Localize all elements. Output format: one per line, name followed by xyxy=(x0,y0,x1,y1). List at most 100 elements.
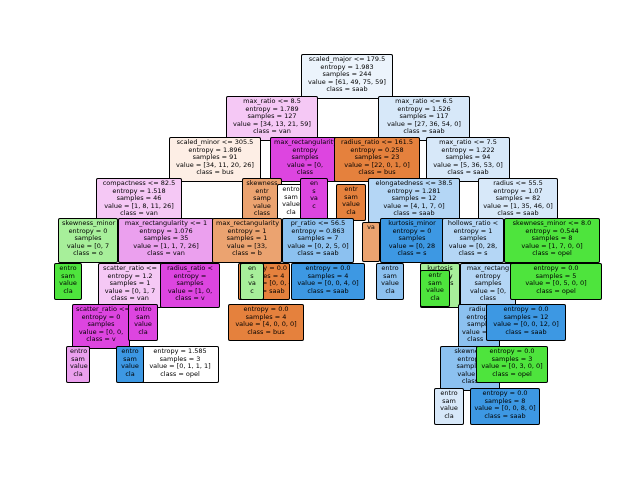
node-text-line: entro xyxy=(381,264,399,272)
node-text-line: samples xyxy=(398,234,426,243)
tree-node: max_ratio <= 8.5 entropy = 1.789 samples =… xyxy=(226,96,318,141)
tree-node: entropy = 1.585 samples = 3 value = [0, 1,… xyxy=(141,346,219,383)
node-text-line: value = [4, 0, 0, 0] xyxy=(235,320,297,329)
node-text-line: class = van xyxy=(147,249,185,258)
node-text-line: radius <= 55.5 xyxy=(493,179,543,187)
tree-node: entro sam value cla xyxy=(66,346,90,383)
tree-node: entr sam value cla xyxy=(336,184,366,221)
node-text-line: class = saab xyxy=(447,168,489,177)
node-text-line: entropy = 0.863 xyxy=(291,226,345,235)
node-text-line: entropy = 1.585 xyxy=(153,347,207,355)
node-text-line: value = [0, 1, 7 xyxy=(104,286,156,295)
tree-node: entropy = 0.0 samples = 4 value = [4, 0, 0… xyxy=(228,304,304,341)
tree-node: va xyxy=(362,222,380,262)
node-text-line: cla xyxy=(138,327,148,336)
node-text-line: sam xyxy=(61,271,75,280)
node-text-line: samples = 244 xyxy=(322,70,372,79)
node-text-line: value = [27, 36, 54, 0] xyxy=(387,119,461,128)
node-text-line: value = [1, 7, 0, 0] xyxy=(521,241,583,250)
node-text-line: class = saab xyxy=(484,411,526,420)
node-text-line: entropy = 1.222 xyxy=(441,145,495,154)
node-text-line: value xyxy=(59,279,77,288)
node-text-line: class = bus xyxy=(358,168,396,177)
node-text-line: class = xyxy=(467,335,491,344)
node-text-line: entropy = 1.07 xyxy=(493,186,543,195)
node-text-line: class = v xyxy=(175,294,205,303)
node-text-line: max_ratio <= 6.5 xyxy=(395,97,453,105)
node-text-line: entropy = 0.0 xyxy=(533,264,579,272)
node-text-line: max_rectang xyxy=(466,264,510,272)
node-text-line: entro xyxy=(121,347,139,355)
node-text-line: value = [0, xyxy=(286,160,324,169)
node-text-line: entr xyxy=(344,185,358,193)
node-text-line: samples = 3 xyxy=(159,354,201,363)
node-text-line: value = [0, xyxy=(462,327,499,336)
node-text-line: entropy = 0.0 xyxy=(489,347,535,355)
node-text-line: value = [0, 0, 4, 0] xyxy=(242,279,289,288)
node-text-line: value = [0, 0, 12, 0] xyxy=(493,320,559,329)
node-text-line: sam xyxy=(284,192,298,201)
node-text-line: value = [34, 13, 21, 59] xyxy=(233,119,311,128)
tree-node: en s va c xyxy=(240,263,264,300)
node-text-line: skewness_minor <= 8.0 xyxy=(512,219,592,227)
tree-node: radius_ratio < entropy = samples value = [1… xyxy=(160,263,220,308)
node-text-line: entropy xyxy=(475,271,501,280)
tree-node: skewness_minor entropy = 0 samples value = … xyxy=(58,218,118,263)
node-text-line: value = [61, 49, 75, 59] xyxy=(308,77,386,86)
node-text-line: entropy = 1.896 xyxy=(188,145,242,154)
node-text-line: cla xyxy=(286,207,296,216)
tree-node: entropy = 0.0 samples = 5 value = [0, 5, 0… xyxy=(510,263,602,300)
node-text-line: class = saab xyxy=(307,286,349,295)
node-text-line: value = [0, 28 xyxy=(388,241,436,250)
node-text-line: entropy = 1.2 xyxy=(107,271,153,280)
node-text-line: elongatedness <= 38.5 xyxy=(375,179,453,187)
node-text-line: kurtosis xyxy=(427,264,453,272)
node-text-line: max_rectangularity <= 1 xyxy=(124,219,208,227)
node-text-line: entropy = 0.0 xyxy=(482,389,528,397)
node-text-line: value = [4, 1, 7, 0] xyxy=(383,201,445,210)
node-text-line: value = [0, xyxy=(469,286,507,295)
node-text-line: class = opel xyxy=(160,369,200,378)
node-text-line: value xyxy=(253,201,271,210)
node-text-line: samples = 23 xyxy=(354,153,400,162)
node-text-line: cla xyxy=(63,286,73,295)
tree-node: scatter_ratio <= entropy = 1.2 samples = 1… xyxy=(98,263,162,308)
node-text-line: class = opel xyxy=(532,249,572,258)
node-text-line: class = saab xyxy=(326,85,368,94)
tree-node: entro sam value cla xyxy=(116,346,144,383)
node-text-line: value = [0, 0, xyxy=(78,327,124,336)
node-text-line: samples = 3 xyxy=(491,354,533,363)
node-text-line: value = [0, 7 xyxy=(66,241,110,250)
node-text-line: value = [1, 0, xyxy=(167,286,213,295)
node-text-line: samp xyxy=(253,194,271,203)
node-text-line: radius xyxy=(468,305,490,313)
node-text-line: radius_ratio <= 161.5 xyxy=(341,138,413,146)
node-text-line: scatter_ratio <= xyxy=(76,305,130,313)
node-text-line: entropy = 0 xyxy=(392,226,432,235)
node-text-line: scaled_minor <= 305.5 xyxy=(176,138,254,146)
node-text-line: class = b xyxy=(232,249,262,258)
tree-node: scatter_ratio <= entropy = 0 samples value … xyxy=(72,304,130,349)
node-text-line: entropy = 1.983 xyxy=(320,62,374,71)
node-text-line: value = xyxy=(457,369,483,378)
node-text-line: max_ratio <= 7.5 xyxy=(439,138,497,146)
node-text-line: class xyxy=(253,209,271,218)
node-text-line: value = [1, 8, 11, 26] xyxy=(104,201,174,210)
node-text-line: max_rectangularity xyxy=(274,138,338,146)
node-text-line: scaled_major <= 179.5 xyxy=(308,55,386,63)
tree-node: scaled_major <= 179.5 entropy = 1.983 samp… xyxy=(301,54,393,99)
tree-node: max_rectangularity <= 1 entropy = 1.076 sa… xyxy=(118,218,214,263)
node-text-line: entropy xyxy=(457,354,483,363)
node-text-line: class xyxy=(461,377,479,386)
tree-node: max_ratio <= 7.5 entropy = 1.222 samples =… xyxy=(426,137,510,182)
node-text-line: value xyxy=(70,362,88,371)
node-text-line: value = [0, 2, 5, 0] xyxy=(287,241,349,250)
node-text-line: class = van xyxy=(111,294,149,303)
node-text-line: value = [0, 0, 4, 0] xyxy=(297,279,359,288)
node-text-line: class = bus xyxy=(247,327,285,336)
tree-node: entr sam value cla xyxy=(420,270,450,307)
node-text-line: sam xyxy=(442,396,456,405)
tree-node: en s va c xyxy=(300,178,328,223)
node-text-line: entropy = 0 xyxy=(68,226,108,235)
